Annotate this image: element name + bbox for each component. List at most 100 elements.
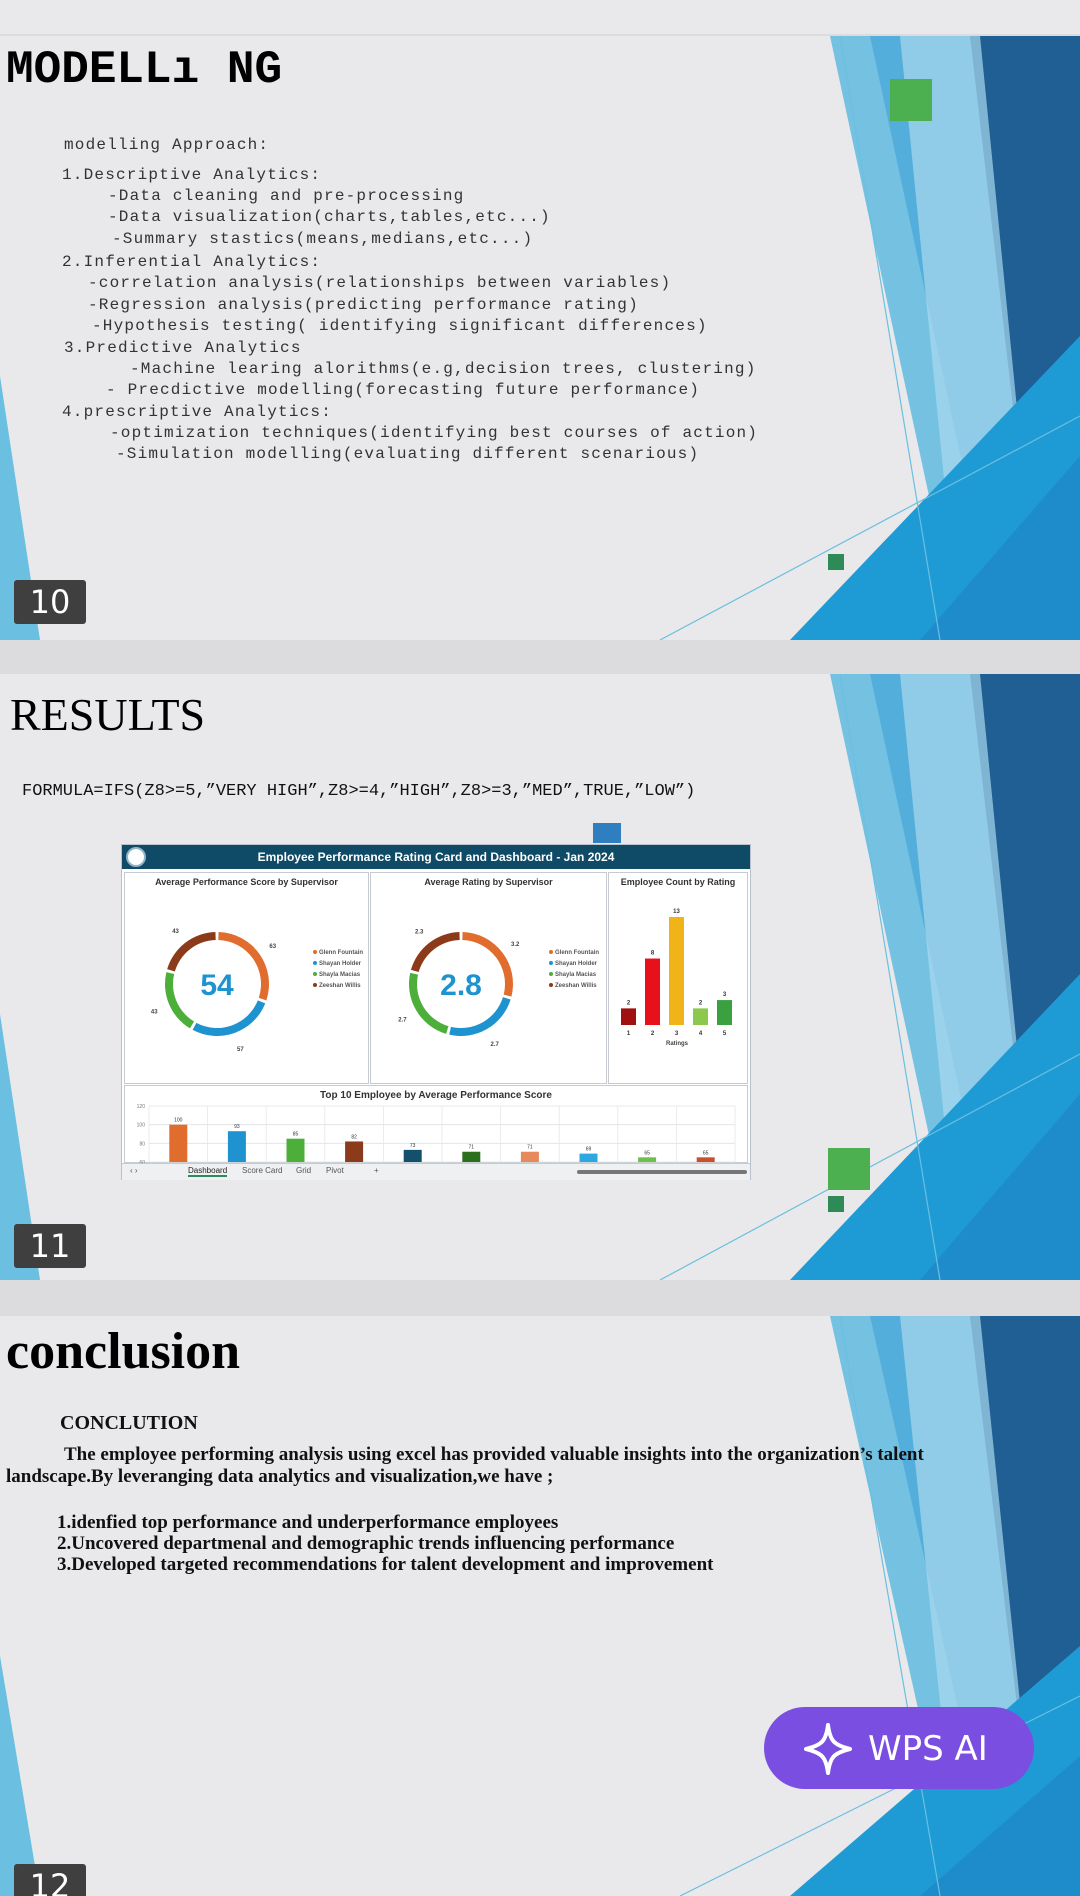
slide-11[interactable]: RESULTS FORMULA=IFS(Z8>=5,”VERY HIGH”,Z8… xyxy=(0,674,1080,1280)
chart-title: Average Performance Score by Supervisor xyxy=(155,877,338,887)
data-label: 71 xyxy=(527,1145,533,1151)
slide-10[interactable]: MODELLı NG modelling Approach: 1.Descrip… xyxy=(0,36,1080,640)
slide-decoration xyxy=(0,36,1080,640)
text-line: 4.prescriptive Analytics: xyxy=(62,403,333,421)
panel-top10: Top 10 Employee by Average Performance S… xyxy=(124,1085,748,1164)
donut-slice xyxy=(167,932,216,972)
bar xyxy=(638,1157,657,1162)
data-label: 2.7 xyxy=(491,1042,500,1048)
tick-label: 120 xyxy=(137,1104,146,1110)
legend-item: Glenn Fountain xyxy=(319,950,363,956)
donut-slice xyxy=(218,932,269,1001)
data-label: 2.7 xyxy=(398,1018,407,1024)
tick-label: 5 xyxy=(723,1031,727,1037)
tick-label: 1 xyxy=(627,1031,631,1037)
donut-slice xyxy=(462,932,513,997)
formula-text: FORMULA=IFS(Z8>=5,”VERY HIGH”,Z8>=4,”HIG… xyxy=(22,782,696,801)
sparkle-icon xyxy=(804,1723,852,1775)
text-line: -Hypothesis testing( identifying signifi… xyxy=(92,317,708,335)
chart-legend: Glenn Fountain Shayan Holder Shayla Maci… xyxy=(313,948,363,992)
horizontal-scrollbar[interactable] xyxy=(577,1170,747,1174)
paragraph-line: landscape.By leveranging data analytics … xyxy=(6,1466,554,1487)
legend-item: Shayan Holder xyxy=(319,961,362,967)
text-line: -optimization techniques(identifying bes… xyxy=(110,424,759,442)
slide-title: RESULTS xyxy=(10,689,206,740)
bar xyxy=(286,1138,305,1162)
wps-ai-label: WPS AI xyxy=(868,1729,988,1769)
data-label: 3.2 xyxy=(511,942,520,948)
slide-title: MODELLı NG xyxy=(6,44,283,96)
tab-dashboard[interactable]: Dashboard xyxy=(188,1166,228,1177)
data-label: 69 xyxy=(586,1147,592,1153)
donut-chart-score: 63 57 43 43 54 xyxy=(151,929,277,1053)
bar xyxy=(696,1157,715,1162)
text-line: 3.Predictive Analytics xyxy=(64,339,302,357)
tab-pivot[interactable]: Pivot xyxy=(326,1166,344,1175)
bar xyxy=(717,1000,732,1025)
panel-count-by-rating: Employee Count by Rating 2 1 8 2 13 3 2 4 3 5 Rati… xyxy=(608,872,748,1084)
tab-grid[interactable]: Grid xyxy=(296,1166,312,1175)
dashboard-title: Employee Performance Rating Card and Das… xyxy=(122,845,750,869)
data-label: 13 xyxy=(673,909,680,915)
legend-item: Zeeshan Willis xyxy=(319,983,361,989)
slide-decoration xyxy=(0,674,1080,1280)
green-square xyxy=(828,1148,870,1190)
slide-title: conclusion xyxy=(6,1323,241,1380)
donut-slice xyxy=(409,972,449,1034)
tick-label: 2 xyxy=(651,1031,655,1037)
panel-avg-rating: Average Rating by Supervisor 3.2 2.7 2.7 2.… xyxy=(370,872,607,1084)
chart-title: Average Rating by Supervisor xyxy=(424,877,553,887)
data-label: 2.3 xyxy=(415,929,424,935)
text-line: -Summary stastics(means,medians,etc...) xyxy=(112,230,534,248)
bar xyxy=(520,1151,539,1162)
text-line: 2.Inferential Analytics: xyxy=(62,253,322,271)
green-square xyxy=(890,79,932,121)
tick-label: 3 xyxy=(675,1031,679,1037)
data-label: 100 xyxy=(174,1118,183,1124)
donut-slice xyxy=(165,972,195,1029)
text-line: -Machine learing alorithms(e.g,decision … xyxy=(130,360,757,378)
data-label: 93 xyxy=(234,1124,240,1130)
legend-item: Shayan Holder xyxy=(555,961,598,967)
center-value: 2.8 xyxy=(440,969,482,1002)
legend-item: Glenn Fountain xyxy=(555,950,599,956)
sheet-tabs: ‹ › Dashboard Score Card Grid Pivot + xyxy=(122,1163,750,1180)
slide-12[interactable]: conclusion CONCLUTION The employee perfo… xyxy=(0,1316,1080,1896)
bar xyxy=(579,1153,598,1162)
legend-item: Zeeshan Willis xyxy=(555,983,597,989)
data-label: 2 xyxy=(699,1000,703,1006)
tab-score-card[interactable]: Score Card xyxy=(242,1166,283,1175)
bar xyxy=(345,1141,364,1162)
list-item: 1.idenfied top performance and underperf… xyxy=(57,1512,559,1533)
chart-title: Employee Count by Rating xyxy=(620,877,736,887)
donut-slice xyxy=(410,932,460,973)
bar xyxy=(621,1008,636,1025)
text-line: -Regression analysis(predicting performa… xyxy=(88,296,639,314)
data-label: 65 xyxy=(703,1150,709,1156)
data-label: 65 xyxy=(644,1150,650,1156)
legend-item: Shayla Macias xyxy=(319,972,361,978)
data-label: 73 xyxy=(410,1143,416,1149)
chart-legend: Glenn Fountain Shayan Holder Shayla Maci… xyxy=(549,948,599,992)
wps-ai-button[interactable]: WPS AI xyxy=(764,1707,1034,1789)
dashboard-image: Employee Performance Rating Card and Das… xyxy=(121,844,751,1180)
text-line: -Simulation modelling(evaluating differe… xyxy=(116,445,700,463)
data-label: 43 xyxy=(151,1009,158,1015)
tick-label: 100 xyxy=(137,1123,146,1129)
tick-label: 4 xyxy=(699,1031,703,1037)
conclusion-heading: CONCLUTION xyxy=(60,1412,198,1434)
nav-arrows-icon[interactable]: ‹ › xyxy=(130,1166,138,1175)
bar xyxy=(227,1131,246,1162)
previous-slide-bottom xyxy=(0,0,1080,34)
bar xyxy=(693,1008,708,1025)
list-item: 2.Uncovered departmenal and demographic … xyxy=(57,1533,675,1554)
text-line: 1.Descriptive Analytics: xyxy=(62,166,322,184)
data-label: 57 xyxy=(237,1047,244,1053)
slide-decoration xyxy=(0,1316,1080,1896)
bar xyxy=(645,958,660,1025)
text-line: - Precdictive modelling(forecasting futu… xyxy=(106,381,701,399)
add-sheet-button[interactable]: + xyxy=(374,1166,379,1175)
bar xyxy=(669,917,684,1025)
green-square-small xyxy=(828,1196,844,1212)
text-line: -Data visualization(charts,tables,etc...… xyxy=(108,208,551,226)
